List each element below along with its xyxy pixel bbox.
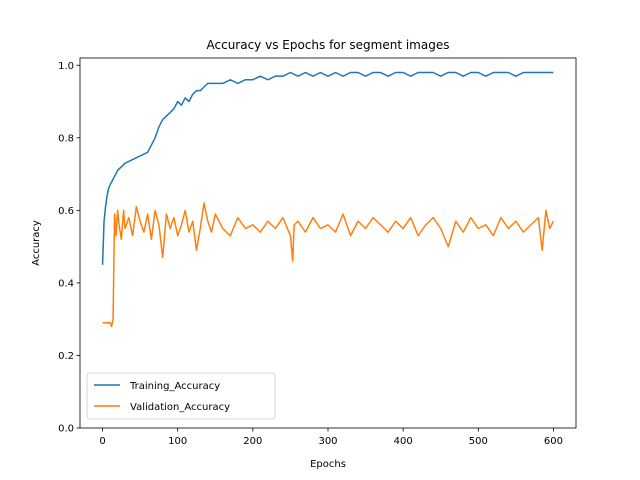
y-tick-label: 0.6 [58,206,74,217]
series-line-training [101,71,554,265]
y-axis-title: Accuracy [31,220,42,266]
x-tick-label: 400 [394,436,413,447]
legend: Training_Accuracy Validation_Accuracy [86,372,276,420]
x-tick-label: 200 [243,436,262,447]
y-tick-label: 1.0 [58,61,74,72]
y-tick-label: 0.8 [58,133,74,144]
y-axis-ticks: 0.0 0.2 0.4 0.6 0.8 1.0 [58,61,80,435]
series-lines [101,71,555,328]
x-tick-label: 500 [469,436,488,447]
x-tick-label: 0 [99,436,105,447]
y-tick-label: 0.2 [58,351,74,362]
y-tick-label: 0.0 [58,424,74,435]
legend-label-training: Training_Accuracy [129,381,220,392]
x-tick-label: 100 [168,436,187,447]
y-tick-label: 0.4 [58,278,74,289]
x-axis-title: Epochs [310,459,346,470]
x-tick-label: 600 [544,436,563,447]
x-tick-label: 300 [318,436,337,447]
series-line-validation [102,202,555,328]
legend-label-validation: Validation_Accuracy [130,402,230,413]
legend-box [86,372,276,420]
x-axis-ticks: 0 100 200 300 400 500 600 [99,428,563,447]
chart-title: Accuracy vs Epochs for segment images [207,38,450,52]
